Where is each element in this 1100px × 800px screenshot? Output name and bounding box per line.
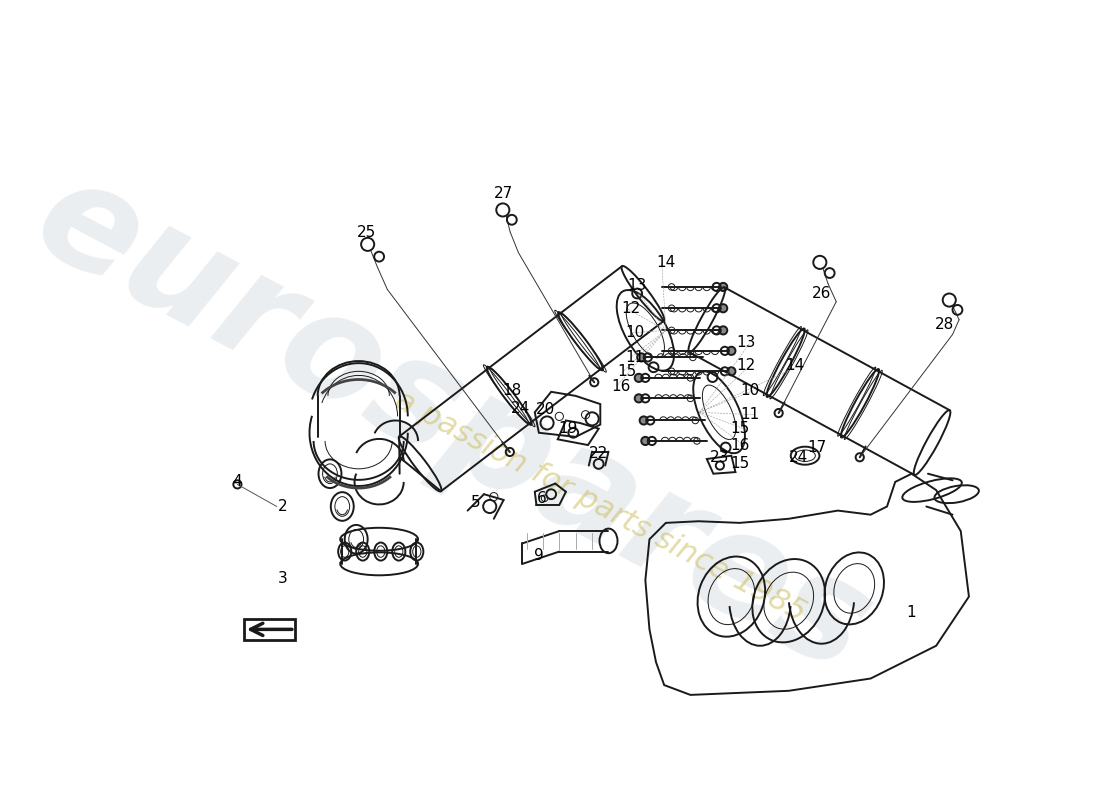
Text: 6: 6 [537, 491, 547, 506]
Text: 4: 4 [232, 474, 242, 490]
Text: 11: 11 [740, 407, 760, 422]
Text: 28: 28 [935, 317, 954, 332]
Text: 1: 1 [906, 606, 916, 621]
Text: 10: 10 [625, 326, 645, 340]
Text: eurospares: eurospares [12, 146, 893, 703]
Text: 27: 27 [494, 186, 514, 201]
Text: a passion for parts since 1985: a passion for parts since 1985 [390, 386, 811, 627]
Circle shape [639, 416, 648, 425]
Text: 19: 19 [558, 421, 578, 436]
Text: 24: 24 [512, 401, 530, 416]
Text: 15: 15 [730, 456, 749, 471]
Text: 10: 10 [740, 382, 760, 398]
Bar [244, 618, 295, 640]
Text: 14: 14 [657, 255, 675, 270]
Circle shape [641, 437, 649, 445]
Text: 13: 13 [736, 335, 756, 350]
Text: 15: 15 [618, 364, 637, 379]
Circle shape [727, 346, 736, 355]
Text: 25: 25 [358, 225, 376, 239]
Text: 3: 3 [277, 571, 287, 586]
Text: 23: 23 [710, 450, 729, 465]
Text: 16: 16 [730, 438, 749, 453]
Circle shape [719, 326, 727, 334]
Circle shape [635, 394, 642, 402]
Text: 14: 14 [785, 358, 805, 373]
Text: 26: 26 [812, 286, 832, 301]
Text: 20: 20 [536, 402, 556, 418]
Text: 12: 12 [621, 301, 640, 316]
Text: 17: 17 [807, 440, 827, 455]
Text: 22: 22 [588, 446, 608, 461]
Text: 12: 12 [737, 358, 756, 373]
Circle shape [719, 304, 727, 312]
Circle shape [727, 367, 736, 375]
Text: 24: 24 [789, 450, 808, 465]
Circle shape [637, 354, 646, 362]
Text: 2: 2 [277, 499, 287, 514]
Text: 9: 9 [534, 548, 543, 563]
Text: 11: 11 [625, 350, 645, 365]
Text: 16: 16 [612, 378, 630, 394]
Circle shape [635, 374, 642, 382]
Text: 13: 13 [627, 278, 647, 293]
Text: 18: 18 [503, 382, 521, 398]
Text: 15: 15 [730, 421, 749, 436]
Text: 5: 5 [471, 495, 481, 510]
Circle shape [719, 283, 727, 291]
